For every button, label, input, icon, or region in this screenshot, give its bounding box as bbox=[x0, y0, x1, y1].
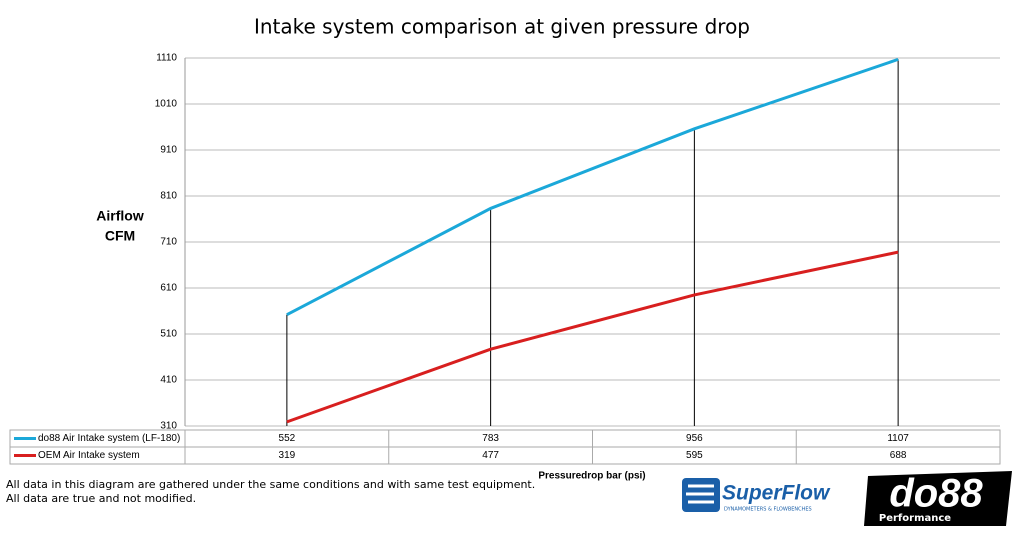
y-tick-label: 1010 bbox=[155, 99, 178, 110]
superflow-logo: SuperFlow DYNAMOMETERS & FLOWBENCHES bbox=[682, 478, 831, 513]
note: All data in this diagram are gathered un… bbox=[6, 478, 535, 491]
note: All data are true and not modified. bbox=[6, 492, 196, 505]
y-tick-label: 910 bbox=[160, 145, 177, 156]
y-tick-label: 310 bbox=[160, 421, 177, 432]
series-line bbox=[286, 57, 899, 317]
logo-bg bbox=[864, 471, 1012, 526]
legend-label: OEM Air Intake system bbox=[38, 450, 140, 461]
y-tick-label: 810 bbox=[160, 191, 177, 202]
table-row bbox=[9, 446, 1001, 465]
y-tick-label: 610 bbox=[160, 283, 177, 294]
table-value: 688 bbox=[890, 450, 907, 461]
legend-label: do88 Air Intake system (LF-180) bbox=[38, 433, 180, 444]
logo-tagline: DYNAMOMETERS & FLOWBENCHES bbox=[724, 507, 812, 513]
logo-stripes bbox=[686, 484, 714, 504]
logo-tagline: Performance bbox=[879, 513, 951, 524]
table-value: 956 bbox=[686, 433, 703, 444]
y-tick-label: 710 bbox=[160, 237, 177, 248]
series-line bbox=[286, 250, 899, 424]
y-tick-label: 410 bbox=[160, 375, 177, 386]
x-label: Pressuredrop bar (psi) bbox=[538, 471, 645, 482]
table-value: 595 bbox=[686, 450, 703, 461]
y-label: CFM bbox=[105, 228, 135, 244]
chart-title: Intake system comparison at given pressu… bbox=[254, 15, 750, 39]
table-value: 783 bbox=[482, 433, 499, 444]
table-value: 552 bbox=[279, 433, 296, 444]
table-value: 319 bbox=[279, 450, 296, 461]
table-value: 1107 bbox=[887, 433, 909, 444]
logo-text: do88 bbox=[889, 472, 983, 516]
y-label: Airflow bbox=[96, 208, 144, 224]
y-tick-label: 510 bbox=[160, 329, 177, 340]
logo-text: SuperFlow bbox=[722, 482, 831, 505]
do88-logo: do88 Performance bbox=[864, 471, 1012, 526]
table-value: 477 bbox=[482, 450, 499, 461]
y-tick-label: 1110 bbox=[156, 53, 177, 64]
